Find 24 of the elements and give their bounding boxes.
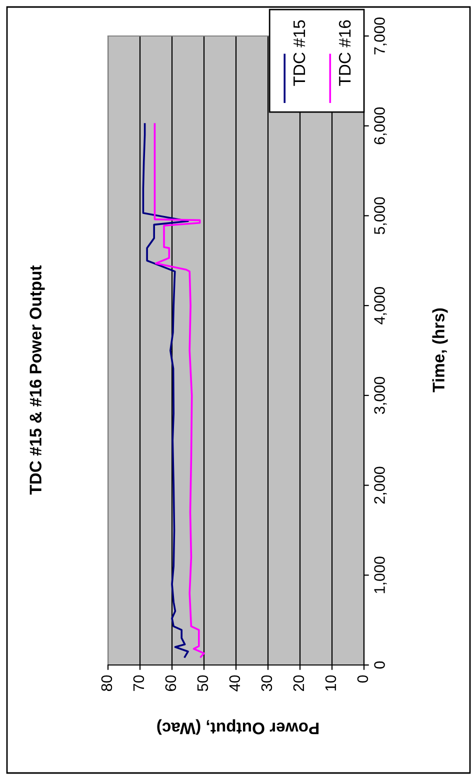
y-tick-label: 3,000: [374, 376, 387, 414]
y-axis-title: Time, (hrs): [432, 308, 448, 392]
y-tick-label: 5,000: [374, 197, 387, 234]
x-tick-label: 40: [229, 675, 240, 692]
y-tick-label: 7,000: [374, 17, 387, 54]
y-tick-label: 0: [374, 661, 385, 669]
x-tick-label: 60: [165, 675, 176, 691]
x-tick-label: 30: [261, 675, 272, 692]
text: TDC #15: [293, 20, 306, 86]
x-tick-label: 20: [293, 675, 304, 691]
x-tick-label: 70: [133, 675, 144, 691]
x-tick-label: 50: [197, 675, 208, 692]
text: TDC #16: [338, 20, 351, 86]
line-series: [142, 123, 189, 658]
x-axis-title: Power Output, (Wac): [157, 719, 319, 735]
line-series: [154, 123, 205, 658]
x-tick-label: 80: [101, 675, 112, 692]
y-tick-label: 4,000: [374, 287, 387, 324]
y-tick-label: 6,000: [374, 107, 387, 144]
x-tick-label: 0: [357, 675, 368, 683]
x-tick-label: 10: [325, 675, 336, 691]
y-tick-label: 1,000: [374, 556, 387, 594]
text: TDC #15 & #16 Power Output: [30, 265, 45, 495]
y-tick-label: 2,000: [374, 466, 387, 504]
